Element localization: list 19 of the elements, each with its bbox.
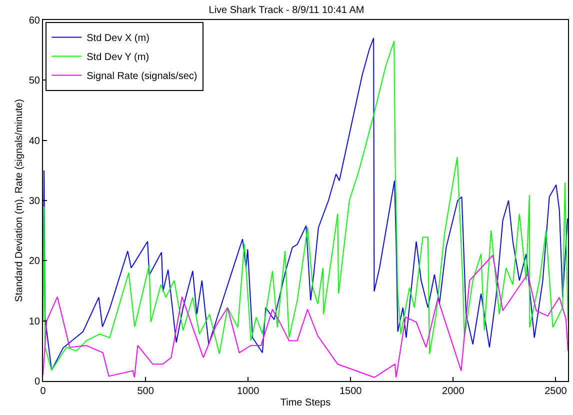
y-tick-label: 10	[28, 316, 40, 328]
x-tick-label: 2500	[544, 386, 568, 397]
legend-label: Signal Rate (signals/sec)	[86, 71, 198, 82]
legend-label: Std Dev Y (m)	[86, 52, 150, 64]
line-series	[43, 254, 568, 378]
x-axis-title: Time Steps	[280, 398, 331, 408]
y-tick-label: 0	[34, 376, 40, 388]
x-tick-label: 500	[137, 386, 154, 397]
y-tick-label: 20	[28, 256, 40, 268]
x-tick-label: 1000	[236, 386, 260, 397]
legend-label: Std Dev X (m)	[86, 33, 150, 44]
x-tick-label: 1500	[339, 386, 362, 397]
y-tick-label: 40	[28, 136, 40, 147]
x-tick-label: 2000	[442, 386, 465, 397]
y-axis-title: Standard Deviation (m), Rate (signals/minute)	[14, 99, 25, 302]
y-tick-label: 30	[28, 196, 40, 207]
y-tick-label: 50	[28, 76, 40, 87]
chart-title: Live Shark Track - 8/9/11 10:41 AM	[208, 5, 364, 16]
y-tick-label: 60	[28, 16, 40, 26]
